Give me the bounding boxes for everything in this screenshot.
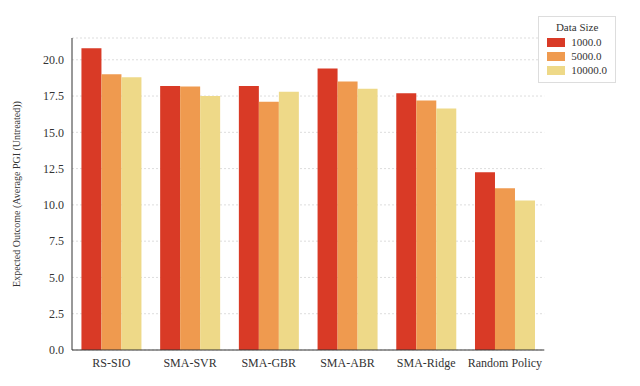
svg-text:15.0: 15.0 (43, 126, 64, 140)
svg-text:12.5: 12.5 (43, 162, 64, 176)
svg-text:20.0: 20.0 (43, 53, 64, 67)
html-text:1000.0: 1000.0 (571, 36, 602, 48)
svg-text:17.5: 17.5 (43, 89, 64, 103)
svg-text:5.0: 5.0 (49, 271, 64, 285)
svg-text:Expected Outcome (Average PGI: Expected Outcome (Average PGI (Untreated… (11, 101, 23, 287)
svg-text:SMA-Ridge: SMA-Ridge (397, 356, 456, 370)
html-text:Data Size: Data Size (555, 21, 599, 33)
svg-text:SMA-GBR: SMA-GBR (241, 356, 296, 370)
svg-text:10.0: 10.0 (43, 198, 64, 212)
svg-text:SMA-ABR: SMA-ABR (320, 356, 375, 370)
svg-text:SMA-SVR: SMA-SVR (163, 356, 216, 370)
svg-text:Random Policy: Random Policy (468, 356, 542, 370)
svg-text:2.5: 2.5 (49, 307, 64, 321)
svg-text:0.0: 0.0 (49, 343, 64, 357)
html-text:5000.0: 5000.0 (571, 50, 602, 62)
svg-text:RS-SIO: RS-SIO (92, 356, 130, 370)
html-text:10000.0: 10000.0 (571, 64, 607, 76)
svg-text:7.5: 7.5 (49, 234, 64, 248)
